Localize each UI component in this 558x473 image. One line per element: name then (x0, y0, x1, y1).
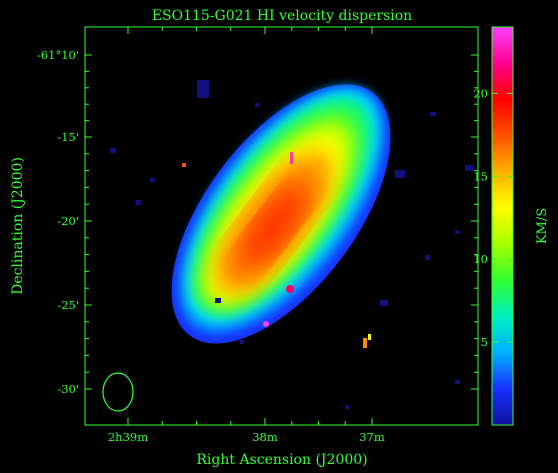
colorbar-tick-label: 5 (481, 335, 488, 349)
y-tick-label: -25' (57, 298, 79, 312)
y-axis: -61°10' -15' -20' -25' -30' (37, 48, 478, 396)
colorbar (491, 26, 514, 426)
colorbar-label: KM/S (535, 208, 550, 244)
y-axis-title: Declination (J2000) (10, 157, 26, 295)
x-tick-label: 38m (252, 430, 278, 444)
y-tick-label: -30' (57, 382, 79, 396)
galaxy-core (242, 186, 306, 266)
x-axis-title: Right Ascension (J2000) (196, 452, 367, 468)
figure-title: ESO115-G021 HI velocity dispersion (152, 8, 412, 24)
beam-ellipse (102, 372, 134, 412)
x-tick-label: 37m (359, 430, 385, 444)
plot-frame (84, 26, 479, 426)
velocity-dispersion-map (110, 80, 473, 409)
hotspot (286, 285, 294, 293)
y-tick-label: -15' (57, 130, 79, 144)
background-noise (110, 80, 473, 409)
x-axis: 2h39m 38m 37m (108, 27, 385, 444)
x-tick-label: 2h39m (108, 430, 148, 444)
colorbar-tick-label: 15 (473, 169, 488, 183)
y-tick-label: -20' (57, 214, 79, 228)
colorbar-tick-label: 10 (473, 252, 488, 266)
colorbar-tick-label: 20 (473, 86, 488, 100)
y-tick-label: -61°10' (37, 48, 79, 62)
colorbar-ticks: 5 10 15 20 (473, 86, 513, 349)
